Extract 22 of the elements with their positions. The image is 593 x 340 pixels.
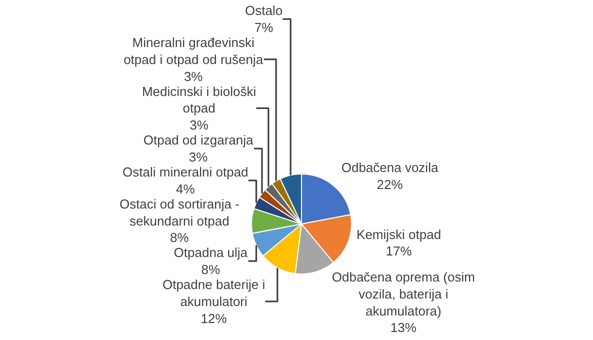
- data-label: 3%: [190, 118, 209, 133]
- slice-label: Otpad od izgaranja: [143, 132, 254, 148]
- slice-label: Kemijski otpad: [356, 226, 442, 242]
- data-label: 22%: [376, 176, 404, 192]
- data-label: 3%: [188, 149, 208, 164]
- data-label: 8%: [170, 230, 190, 246]
- data-label: 17%: [386, 244, 412, 259]
- slice-label: Ostaci od sortiranja - sekundarni otpad: [119, 196, 240, 228]
- data-label: 8%: [201, 262, 220, 278]
- data-label: 12%: [200, 310, 228, 326]
- slice-label: Odbačena vozila: [341, 160, 439, 176]
- data-label: 3%: [184, 68, 204, 84]
- slice-label: Medicinski i biološki otpad: [142, 84, 256, 116]
- data-label: 4%: [176, 181, 196, 196]
- slice-label: Ostali mineralni otpad: [122, 164, 248, 180]
- slice-label: Odbačena oprema (osim vozila, baterija i akumulatora): [332, 269, 475, 318]
- slice-label: Otpadna ulja: [174, 245, 248, 260]
- slice-label: Ostalo: [245, 3, 283, 18]
- data-label: 13%: [390, 320, 417, 336]
- data-label: 7%: [254, 20, 274, 35]
- slice-label: Mineralni građevinski otpad i otpad od rušenja: [124, 34, 264, 67]
- slice-label: Otpadne baterije i akumulatori: [162, 277, 266, 309]
